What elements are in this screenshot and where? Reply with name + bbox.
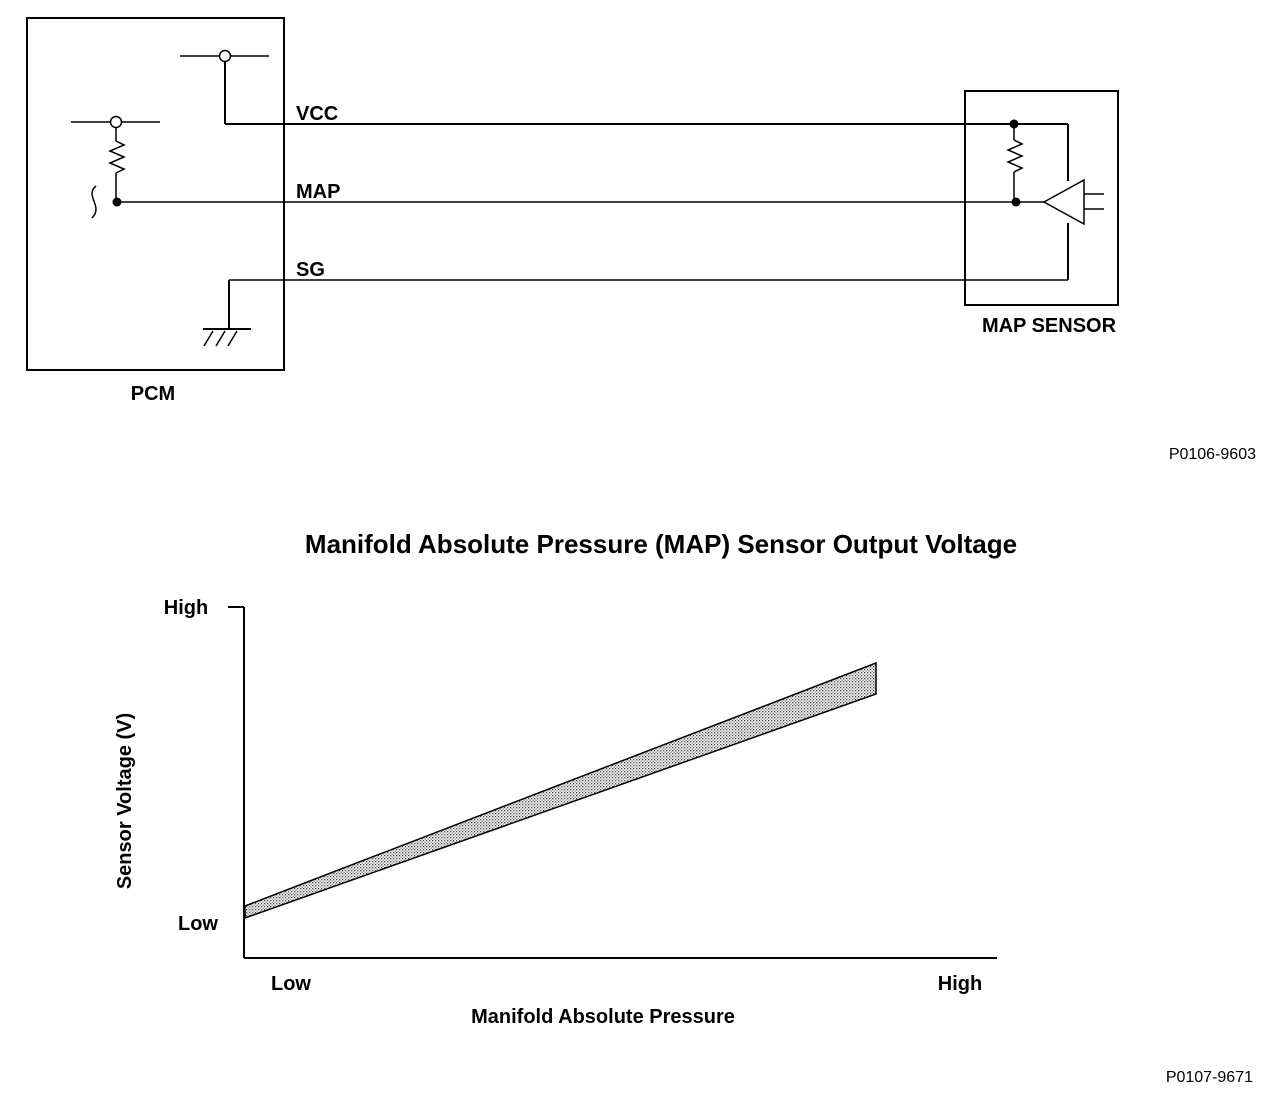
- y-tick-low: Low: [178, 913, 218, 935]
- map-sensor-box: [964, 90, 1119, 306]
- pcm-box: [26, 17, 285, 371]
- y-tick-high: High: [164, 597, 208, 619]
- voltage-band: [244, 661, 877, 920]
- map-wire-label: MAP: [296, 181, 340, 203]
- sensor-internal-circuit: [1006, 119, 1069, 280]
- vcc-supply-terminal: [180, 49, 269, 124]
- chart-figure-code: P0107-9671: [1166, 1069, 1253, 1086]
- map-sensor-label: MAP SENSOR: [982, 315, 1117, 337]
- circuit-figure-code: P0106-9603: [1169, 446, 1256, 463]
- ground-symbol: [203, 280, 251, 347]
- sensor-amplifier-symbol: [1042, 178, 1104, 226]
- y-axis-label: Sensor Voltage (V): [114, 713, 136, 889]
- chart-title: Manifold Absolute Pressure (MAP) Sensor …: [305, 529, 1017, 559]
- x-axis-label: Manifold Absolute Pressure: [471, 1006, 735, 1028]
- x-tick-high: High: [938, 973, 982, 995]
- sg-wire-label: SG: [296, 259, 325, 281]
- vcc-wire-label: VCC: [296, 103, 338, 125]
- circuit-diagram: PCM VCC MAP: [26, 17, 1256, 463]
- pcm-pullup-resistor: [71, 115, 160, 219]
- voltage-chart: Manifold Absolute Pressure (MAP) Sensor …: [114, 529, 1253, 1086]
- x-tick-low: Low: [271, 973, 311, 995]
- pcm-label: PCM: [131, 383, 175, 405]
